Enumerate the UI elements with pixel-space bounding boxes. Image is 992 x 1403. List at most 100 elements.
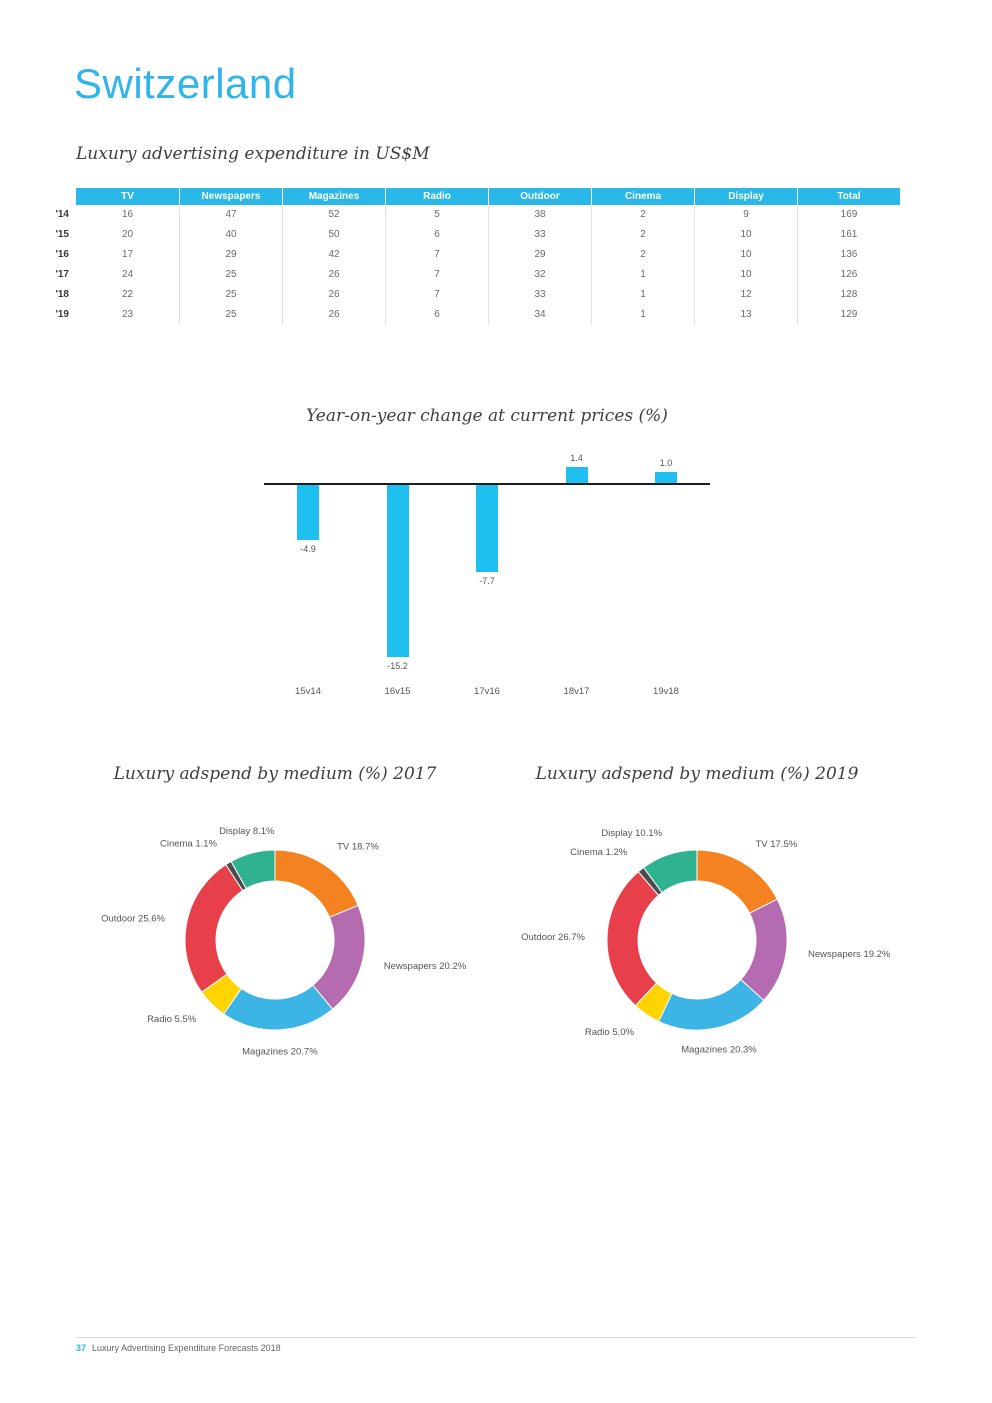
table-header-cell: Total xyxy=(797,188,900,205)
bar-category-label: 18v17 xyxy=(563,686,590,697)
table-cell: 23 xyxy=(121,309,134,320)
table-title: Luxury advertising expenditure in US$M xyxy=(76,144,430,164)
pie-label-magazines: Magazines 20.3% xyxy=(681,1044,757,1055)
table-cell: 22 xyxy=(121,289,134,300)
table-cell: 161 xyxy=(797,225,900,245)
table-cell: 42 xyxy=(282,245,385,265)
bar-value-label: -15.2 xyxy=(387,660,408,671)
table-year-label: '19 xyxy=(55,309,69,320)
donut-2019-title: Luxury adspend by medium (%) 2019 xyxy=(535,764,859,784)
bar-chart: -4.9 15v14 -15.2 16v15 -7.7 17v16 1.4 18v17 1.0 1… xyxy=(264,453,710,698)
table-cell: 10 xyxy=(694,245,797,265)
table-cell: 2 xyxy=(591,205,694,225)
table-corner xyxy=(47,188,76,205)
table-cell: 2 xyxy=(591,225,694,245)
footer-text: Luxury Advertising Expenditure Forecasts… xyxy=(92,1343,281,1353)
pie-slice-outdoor xyxy=(606,871,660,1007)
pie-label-outdoor: Outdoor 26.7% xyxy=(521,932,585,943)
table-cell: 1 xyxy=(591,265,694,285)
table-cell: 33 xyxy=(488,225,591,245)
table-cell: 40 xyxy=(179,225,282,245)
pie-label-newspapers: Newspapers 20.2% xyxy=(384,961,467,972)
pie-slice-magazines xyxy=(222,984,334,1031)
table-cell: 136 xyxy=(797,245,900,265)
footer-page-number: 37 xyxy=(76,1343,87,1353)
table-cell: 10 xyxy=(694,225,797,245)
bar-category-label: 17v16 xyxy=(474,686,500,697)
pie-label-display: Display 8.1% xyxy=(219,826,275,837)
pie-label-magazines: Magazines 20.7% xyxy=(242,1046,318,1057)
table-cell: 10 xyxy=(694,265,797,285)
pie-label-cinema: Cinema 1.2% xyxy=(570,847,628,858)
bar xyxy=(476,485,498,572)
bar-category-label: 19v18 xyxy=(653,686,679,697)
table-cell: 47 xyxy=(179,205,282,225)
pie-label-tv: TV 17.5% xyxy=(756,839,798,850)
table-cell: 20 xyxy=(121,229,134,240)
bar xyxy=(655,471,677,483)
expenditure-table-wrap: TV Newspapers Magazines Radio Outdoor Cinema D… xyxy=(47,188,900,325)
table-cell: 169 xyxy=(797,205,900,225)
table-cell: 26 xyxy=(282,305,385,325)
table-header-cell: Cinema xyxy=(591,188,694,205)
table-cell: 129 xyxy=(797,305,900,325)
table-year-label: '18 xyxy=(55,289,69,300)
footer-rule xyxy=(76,1337,916,1338)
table-cell: 13 xyxy=(694,305,797,325)
table-cell: 38 xyxy=(488,205,591,225)
expenditure-table: TV Newspapers Magazines Radio Outdoor Cinema D… xyxy=(47,188,900,325)
table-cell: 52 xyxy=(282,205,385,225)
pie-label-newspapers: Newspapers 19.2% xyxy=(808,949,891,960)
pie-label-tv: TV 18.7% xyxy=(337,841,379,852)
bar-value-label: 1.0 xyxy=(659,457,673,468)
table-cell: 126 xyxy=(797,265,900,285)
table-year-label: '16 xyxy=(55,249,69,260)
table-cell: 12 xyxy=(694,285,797,305)
table-cell: 17 xyxy=(121,249,134,260)
pie-label-cinema: Cinema 1.1% xyxy=(160,839,218,850)
page-title: Switzerland xyxy=(74,60,297,107)
pie-slice-outdoor xyxy=(184,863,244,993)
pie-slice-magazines xyxy=(658,978,765,1031)
table-cell: 1 xyxy=(591,305,694,325)
bar-category-label: 15v14 xyxy=(295,686,321,697)
table-cell: 26 xyxy=(282,285,385,305)
bar-value-label: -7.7 xyxy=(479,576,495,586)
pie-label-display: Display 10.1% xyxy=(601,828,662,839)
table-header-cell: Newspapers xyxy=(179,188,282,205)
pie-slice-tv xyxy=(696,849,778,914)
table-cell: 5 xyxy=(385,205,488,225)
table-year-label: '14 xyxy=(55,209,69,220)
bar-chart-zero-line xyxy=(264,483,710,485)
table-cell: 9 xyxy=(694,205,797,225)
pie-label-outdoor: Outdoor 25.6% xyxy=(101,914,165,925)
table-cell: 33 xyxy=(488,285,591,305)
pie-slice-display xyxy=(642,849,698,894)
table-cell: 25 xyxy=(179,305,282,325)
table-header-cell: Display xyxy=(694,188,797,205)
bar xyxy=(386,485,409,657)
donut-chart-2017: Luxury adspend by medium (%) 2017 TV 18.… xyxy=(60,764,490,1090)
table-cell: 16 xyxy=(121,209,134,220)
bar-value-label: 1.4 xyxy=(570,453,583,464)
table-cell: 29 xyxy=(488,245,591,265)
table-cell: 34 xyxy=(488,305,591,325)
table-header-cell: Magazines xyxy=(282,188,385,205)
pie-label-radio: Radio 5.0% xyxy=(585,1027,635,1038)
table-cell: 7 xyxy=(385,245,488,265)
table-cell: 25 xyxy=(179,285,282,305)
bar-category-label: 16v15 xyxy=(384,686,411,697)
pie-label-radio: Radio 5.5% xyxy=(147,1014,197,1025)
table-cell: 29 xyxy=(179,245,282,265)
table-header-cell: Outdoor xyxy=(488,188,591,205)
table-cell: 6 xyxy=(385,225,488,245)
bar xyxy=(565,467,588,483)
pie-slice-newspapers xyxy=(312,904,366,1010)
donut-2017-svg: TV 18.7% Newspapers 20.2% Magazines 20.7% R… xyxy=(101,826,467,1057)
table-cell: 1 xyxy=(591,285,694,305)
table-cell: 24 xyxy=(121,269,134,280)
donut-2017-title: Luxury adspend by medium (%) 2017 xyxy=(113,764,437,784)
table-cell: 7 xyxy=(385,265,488,285)
table-year-label: '17 xyxy=(55,269,69,280)
